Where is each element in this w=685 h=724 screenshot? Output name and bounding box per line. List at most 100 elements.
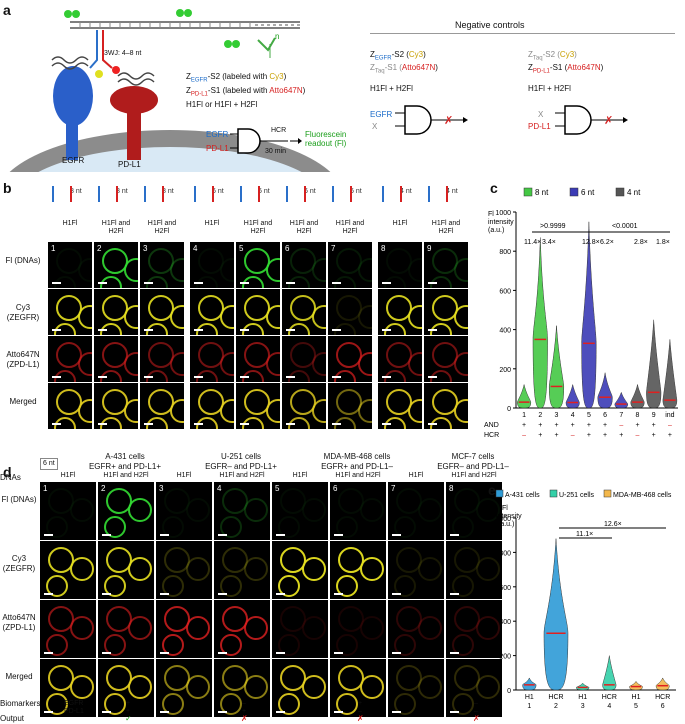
pdl1-receptor-label: PD-L1 (118, 160, 141, 169)
b-cell-membrane (312, 305, 326, 329)
b-cell-membrane (170, 399, 184, 423)
d-scale-bar (160, 711, 169, 713)
b-cell (424, 336, 468, 382)
d-output-mark: ✗ (473, 714, 480, 723)
d-cell-membrane (394, 516, 416, 538)
d-cell-number: 5 (275, 484, 280, 493)
d-dnas-label: DNAs (0, 473, 21, 482)
y-axis-title: Fl (502, 505, 508, 512)
b-cell (328, 289, 372, 335)
b-cell-number: 5 (239, 244, 244, 253)
x-tick-label: 7 (619, 412, 623, 419)
violin-5 (629, 680, 643, 691)
b-scale-bar (194, 282, 203, 284)
y-tick-label: 200 (499, 654, 511, 661)
b-cell: 6 (282, 242, 326, 288)
legend-label: U-251 cells (559, 492, 595, 499)
b-cell-membrane (358, 352, 372, 376)
violin-6 (597, 372, 613, 409)
d-scale-bar (276, 711, 285, 713)
b-nt-header: 6 nt (258, 188, 270, 195)
hcr-sign: + (603, 432, 607, 439)
b-cell (94, 383, 138, 429)
fold-label: 11.1× (576, 531, 593, 538)
d-cell-membrane (70, 675, 94, 699)
x-tick-label: H1 (578, 694, 587, 701)
violin-6 (655, 677, 670, 691)
d-cell-membrane (220, 693, 242, 715)
b-nt-header: 8 nt (162, 188, 174, 195)
b-cell (190, 336, 234, 382)
d-scale-bar (334, 652, 343, 654)
d-cell-line: A-431 cells (105, 452, 145, 461)
d-cell (330, 541, 386, 599)
d-cell-number: 3 (159, 484, 164, 493)
sig-label: >0.9999 (540, 223, 566, 230)
b-scale-bar (332, 329, 341, 331)
b-cell-membrane (454, 352, 468, 376)
and-sign: + (652, 422, 656, 429)
b-cell (48, 383, 92, 429)
d-cell-line: U-251 cells (220, 452, 261, 461)
b-cell-membrane (78, 258, 92, 282)
d-cell-membrane (336, 634, 358, 656)
hcr-time: 30 min (265, 148, 287, 155)
d-cell (156, 600, 212, 658)
b-cell-membrane (170, 305, 184, 329)
d-cell-membrane (418, 557, 442, 581)
d-cell-membrane (278, 575, 300, 597)
d-cell-membrane (476, 675, 500, 699)
b-cell-number: 3 (143, 244, 148, 253)
b-cell (48, 289, 92, 335)
d-cell-membrane (302, 557, 326, 581)
d-cell-membrane (70, 616, 94, 640)
d-cell (40, 541, 96, 599)
b-cell: 1 (48, 242, 92, 288)
d-cell: 6 (330, 482, 386, 540)
y-tick-label: 1000 (495, 516, 511, 523)
d-row-label: Cy3 (ZEGFR) (2, 554, 36, 573)
panel-d-label: d (3, 464, 12, 480)
repeat-n-label: n (275, 32, 280, 41)
b-scale-bar (194, 423, 203, 425)
violin-2 (532, 237, 548, 409)
d-cell-membrane (186, 616, 210, 640)
b-cell (328, 383, 372, 429)
b-scale-bar (428, 423, 437, 425)
d-cell-status: EGFR– and PD-L1+ (205, 462, 277, 471)
d-scale-bar (102, 652, 111, 654)
fluorescein-readout: Fluorescein readout (Fl) (305, 130, 347, 148)
d-scale-bar (44, 652, 53, 654)
probe-line-2: ZPD-L1-S1 (labeled with Atto647N) (186, 86, 306, 98)
d-cell-number: 2 (101, 484, 106, 493)
legend-label: 4 nt (627, 188, 641, 197)
d-cell (98, 600, 154, 658)
b-three-wj-icon (332, 186, 352, 202)
d-column-title: H1Fl and H2Fl (335, 472, 381, 479)
x-tick-label: 2 (538, 412, 542, 419)
hcr-sign: + (587, 432, 591, 439)
and-sign: + (603, 422, 607, 429)
d-cell (388, 541, 444, 599)
b-row-label: Merged (9, 397, 37, 406)
x-tick-label: 9 (652, 412, 656, 419)
violin-8 (630, 384, 645, 409)
d-cell-membrane (220, 575, 242, 597)
and-sign: + (522, 422, 526, 429)
d-column-title: H1Fl and H2Fl (451, 472, 497, 479)
b-cell (378, 289, 422, 335)
x-tick-label-2: 2 (554, 703, 558, 710)
d-cell: 1 (40, 482, 96, 540)
x-tick-label-2: 6 (661, 703, 665, 710)
arrow-right-icon (290, 138, 302, 144)
b-cell-number: 9 (427, 244, 432, 253)
y-axis-title-3: (a.u.) (488, 227, 504, 234)
d-cell (388, 659, 444, 717)
y-tick-label: 400 (499, 328, 511, 335)
d-scale-bar (102, 534, 111, 536)
and-sign: – (668, 422, 672, 429)
d-cell-membrane (186, 557, 210, 581)
svg-text:✗: ✗ (604, 115, 613, 127)
y-tick-label: 800 (499, 249, 511, 256)
b-scale-bar (194, 376, 203, 378)
